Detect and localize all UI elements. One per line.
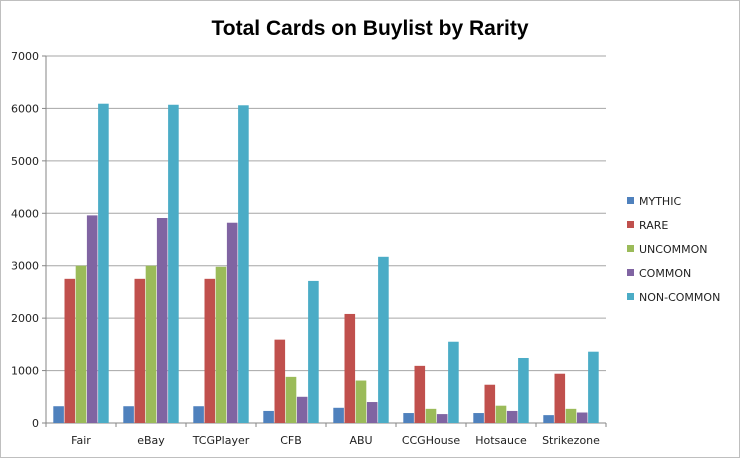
y-tick-label: 2000 [11, 312, 39, 325]
legend: MYTHIC RARE UNCOMMON COMMON NON-COMMON [627, 195, 720, 304]
x-tick-label: eBay [137, 434, 165, 447]
bars [53, 103, 599, 424]
bar-uncommon-ccghouse [425, 408, 437, 423]
legend-label: UNCOMMON [639, 243, 708, 256]
bar-uncommon-fair [75, 265, 87, 423]
legend-swatch-common [627, 269, 634, 276]
bar-rare-tcgplayer [204, 278, 216, 423]
bar-uncommon-cfb [285, 376, 297, 423]
x-tick-label: CFB [280, 434, 302, 447]
gridlines [46, 55, 606, 372]
bar-non-common-abu [378, 256, 389, 423]
y-tick-label: 7000 [11, 50, 39, 63]
bar-non-common-tcgplayer [238, 105, 249, 423]
x-tick-label: Fair [71, 434, 91, 447]
bar-common-hotsauce [506, 410, 518, 423]
legend-label: NON-COMMON [639, 291, 720, 304]
bar-mythic-hotsauce [473, 413, 484, 423]
bar-uncommon-ebay [145, 265, 157, 423]
bar-non-common-hotsauce [518, 357, 529, 423]
bar-common-ebay [156, 218, 168, 423]
legend-label: MYTHIC [639, 195, 681, 208]
bar-common-fair [86, 215, 98, 423]
bar-mythic-cfb [263, 410, 274, 423]
bar-non-common-ebay [168, 104, 179, 423]
chart-title: Total Cards on Buylist by Rarity [212, 17, 529, 40]
y-tick-label: 5000 [11, 155, 39, 168]
legend-swatch-non-common [627, 293, 634, 300]
bar-mythic-fair [53, 406, 64, 423]
bar-non-common-strikezone [588, 351, 599, 423]
bar-mythic-ebay [123, 406, 134, 423]
x-tick-label: TCGPlayer [192, 434, 250, 447]
legend-swatch-rare [627, 221, 634, 228]
x-axis-ticks: Fair eBay TCGPlayer CFB ABU CCGHouse Hotsauce S… [45, 423, 607, 447]
legend-swatch-mythic [627, 197, 634, 204]
bar-mythic-strikezone [543, 415, 554, 423]
bar-common-abu [366, 402, 378, 423]
x-tick-label: CCGHouse [402, 434, 461, 447]
y-tick-label: 6000 [11, 102, 39, 115]
legend-label: RARE [639, 219, 668, 232]
bar-rare-fair [64, 278, 76, 423]
bar-rare-hotsauce [484, 384, 496, 423]
bar-mythic-ccghouse [403, 413, 414, 423]
bar-non-common-fair [98, 103, 109, 424]
bar-common-cfb [296, 396, 308, 423]
bar-mythic-abu [333, 407, 344, 423]
bar-rare-ebay [134, 278, 146, 423]
bar-mythic-tcgplayer [193, 406, 204, 423]
bar-non-common-cfb [308, 280, 319, 423]
legend-swatch-uncommon [627, 245, 634, 252]
bar-uncommon-strikezone [565, 408, 577, 423]
y-tick-label: 3000 [11, 260, 39, 273]
bar-rare-ccghouse [414, 365, 426, 423]
bar-common-strikezone [576, 412, 588, 423]
bar-rare-strikezone [554, 373, 566, 423]
bar-rare-abu [344, 313, 356, 423]
bar-uncommon-abu [355, 380, 367, 423]
bar-non-common-ccghouse [448, 341, 459, 423]
x-tick-label: Hotsauce [475, 434, 527, 447]
legend-label: COMMON [639, 267, 691, 280]
bar-common-tcgplayer [226, 222, 238, 423]
bar-uncommon-tcgplayer [215, 266, 227, 423]
y-axis-ticks: 0 1000 2000 3000 4000 5000 6000 7000 [11, 50, 46, 430]
bar-uncommon-hotsauce [495, 405, 507, 423]
y-tick-label: 0 [32, 417, 39, 430]
bar-common-ccghouse [436, 414, 448, 423]
y-tick-label: 4000 [11, 207, 39, 220]
y-tick-label: 1000 [11, 365, 39, 378]
x-tick-label: Strikezone [542, 434, 600, 447]
x-tick-label: ABU [349, 434, 372, 447]
bar-rare-cfb [274, 339, 286, 423]
